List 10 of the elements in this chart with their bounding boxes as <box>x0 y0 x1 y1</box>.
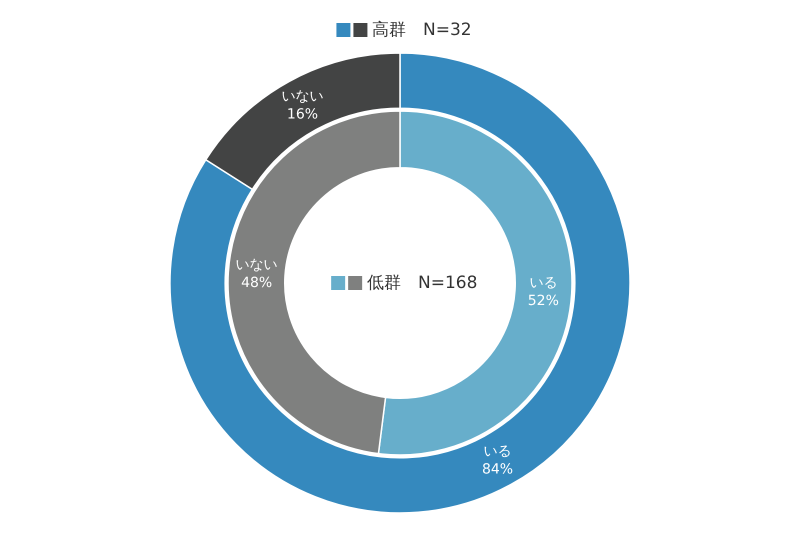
slice-label: いる <box>529 274 558 291</box>
data-label: 16% <box>286 106 318 123</box>
slice-label: いない <box>281 88 324 105</box>
legend-label: 低群 N=168 <box>367 273 478 293</box>
data-label: 52% <box>528 293 559 310</box>
slice-label: いる <box>484 443 512 460</box>
data-label: 48% <box>241 275 272 292</box>
category-label: いない <box>236 256 278 273</box>
legend-label: 高群 N=32 <box>372 20 472 40</box>
data-label: 84% <box>482 461 514 478</box>
